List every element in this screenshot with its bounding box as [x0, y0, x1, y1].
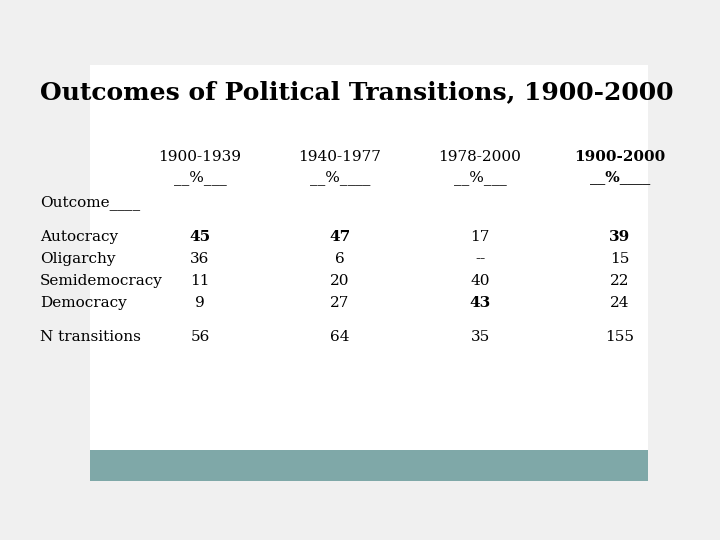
Text: 35: 35 — [470, 330, 490, 344]
Text: __%____: __%____ — [310, 170, 370, 185]
Text: 9: 9 — [195, 296, 205, 310]
Text: 11: 11 — [190, 274, 210, 288]
Text: 24: 24 — [611, 296, 630, 310]
Text: 1978-2000: 1978-2000 — [438, 150, 521, 164]
Text: 155: 155 — [606, 330, 634, 344]
Text: 40: 40 — [470, 274, 490, 288]
Text: 22: 22 — [611, 274, 630, 288]
Text: Semidemocracy: Semidemocracy — [40, 274, 163, 288]
Text: N transitions: N transitions — [40, 330, 141, 344]
Text: 1900-1939: 1900-1939 — [158, 150, 241, 164]
Text: Oligarchy: Oligarchy — [40, 252, 115, 266]
Text: 1900-2000: 1900-2000 — [575, 150, 665, 164]
Text: 6: 6 — [335, 252, 345, 266]
Text: 43: 43 — [469, 296, 490, 310]
Text: 20: 20 — [330, 274, 350, 288]
Text: 64: 64 — [330, 330, 350, 344]
Text: 47: 47 — [329, 230, 351, 244]
Text: 56: 56 — [190, 330, 210, 344]
Text: 15: 15 — [611, 252, 630, 266]
Text: Outcomes of Political Transitions, 1900-2000: Outcomes of Political Transitions, 1900-… — [40, 80, 673, 104]
Text: Autocracy: Autocracy — [40, 230, 118, 244]
Text: 39: 39 — [609, 230, 631, 244]
Text: 27: 27 — [330, 296, 350, 310]
Text: --: -- — [475, 252, 485, 266]
Text: __%___: __%___ — [454, 170, 506, 185]
Text: 45: 45 — [189, 230, 210, 244]
Text: 36: 36 — [190, 252, 210, 266]
Text: 1940-1977: 1940-1977 — [299, 150, 382, 164]
Text: __%____: __%____ — [590, 170, 650, 184]
Text: __%___: __%___ — [174, 170, 226, 185]
Text: 17: 17 — [470, 230, 490, 244]
Text: Democracy: Democracy — [40, 296, 127, 310]
Bar — [90, 450, 648, 481]
Text: Outcome____: Outcome____ — [40, 195, 140, 210]
